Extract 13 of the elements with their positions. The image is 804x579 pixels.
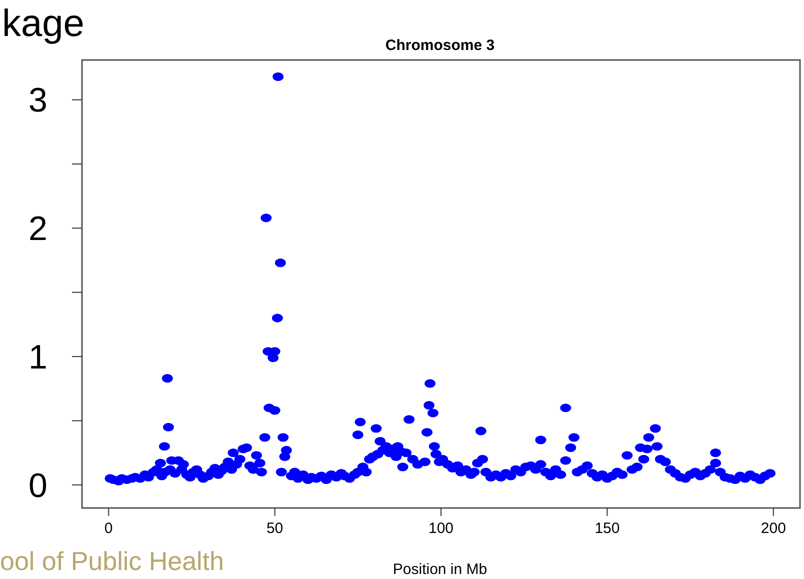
chart-title: Chromosome 3 (385, 37, 495, 54)
x-tick-label: 0 (104, 520, 113, 537)
x-tick-label: 200 (760, 520, 786, 537)
text: ool of Public Health (0, 546, 224, 576)
text: kage (2, 3, 84, 45)
y-tick-label: 2 (28, 210, 48, 248)
x-tick-label: 100 (428, 520, 454, 537)
x-tick-label: 50 (266, 520, 284, 537)
y-tick-label: 1 (28, 338, 48, 376)
x-axis-title: Position in Mb (392, 561, 488, 578)
x-tick-label: 150 (594, 520, 620, 537)
y-tick-label: 0 (28, 466, 48, 505)
y-tick-label: 3 (28, 82, 48, 120)
